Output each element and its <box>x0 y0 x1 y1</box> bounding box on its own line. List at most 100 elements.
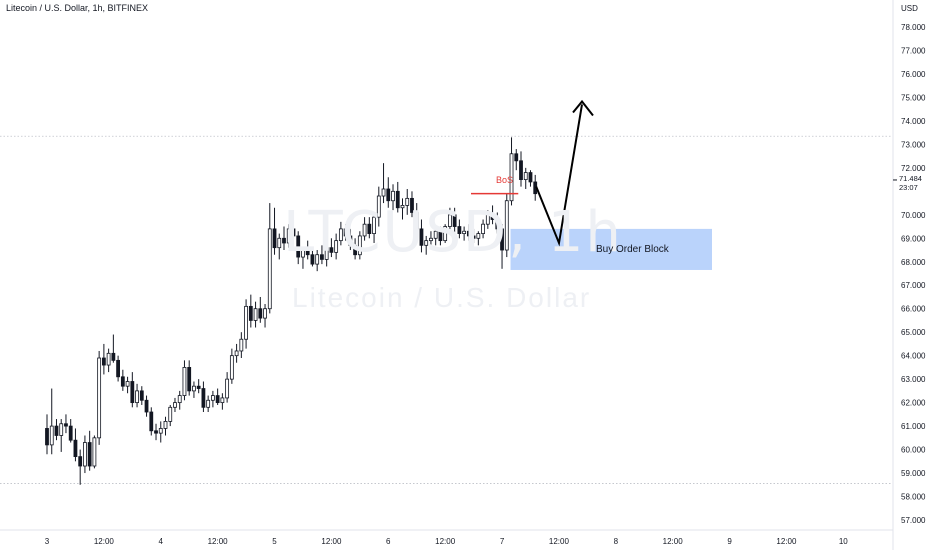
candle-body <box>514 153 519 162</box>
x-tick-label: 7 <box>500 537 505 546</box>
candle-body <box>139 390 144 401</box>
candle-body <box>301 249 305 258</box>
y-tick-label: 64.000 <box>901 352 926 361</box>
candle-body <box>391 190 395 202</box>
candle-body <box>78 456 83 467</box>
candle-body <box>452 214 457 227</box>
x-tick-label: 4 <box>159 537 164 546</box>
candle-body <box>130 381 135 404</box>
y-tick-label: 77.000 <box>901 46 926 55</box>
candle-body <box>324 247 329 260</box>
candlesticks <box>45 137 538 485</box>
order-block-label: Buy Order Block <box>596 244 669 255</box>
candle-body <box>267 228 272 310</box>
y-tick-label: 74.000 <box>901 117 926 126</box>
candle-body <box>334 240 339 253</box>
candle-body <box>457 226 462 234</box>
candle-body <box>462 230 467 234</box>
candle-body <box>386 188 391 202</box>
candle-body <box>125 381 130 387</box>
candle-body <box>357 235 362 256</box>
candle-body <box>376 195 381 218</box>
candle-body <box>490 214 495 220</box>
candle-body <box>509 153 514 202</box>
candle-body <box>120 376 125 387</box>
candle-body <box>348 235 353 246</box>
candle-body <box>353 244 358 256</box>
candle-body <box>64 423 68 427</box>
candle-body <box>135 390 139 404</box>
candle-body <box>485 214 490 225</box>
candle-body <box>424 240 429 246</box>
x-tick-label: 12:00 <box>435 537 456 546</box>
candle-body <box>481 223 485 234</box>
x-tick-label: 3 <box>45 537 50 546</box>
candle-body <box>310 254 315 265</box>
candle-body <box>149 411 154 432</box>
x-tick-label: 12:00 <box>549 537 570 546</box>
candle-body <box>49 425 54 446</box>
y-tick-label: 61.000 <box>901 422 926 431</box>
y-tick-label: 66.000 <box>901 305 926 314</box>
candle-body <box>476 233 481 239</box>
candle-body <box>338 228 343 242</box>
candle-body <box>443 226 448 242</box>
candle-body <box>187 367 192 392</box>
y-tick-label: 68.000 <box>901 258 926 267</box>
last-price-tag: 71.484 23:07 <box>899 174 922 192</box>
candle-body <box>244 305 248 340</box>
candle-body <box>92 437 97 467</box>
candle-body <box>192 385 196 392</box>
watermark-name: Litecoin / U.S. Dollar <box>292 282 592 313</box>
candle-body <box>201 388 206 408</box>
candle-body <box>196 385 201 389</box>
candle-body <box>173 402 177 408</box>
x-tick-label: 12:00 <box>208 537 229 546</box>
candle-body <box>320 254 324 260</box>
candle-body <box>229 355 234 380</box>
x-tick-label: 6 <box>386 537 391 546</box>
candle-body <box>97 357 102 439</box>
candle-body <box>305 249 310 256</box>
candle-body <box>239 338 244 352</box>
candle-body <box>504 200 509 251</box>
candle-body <box>381 188 386 197</box>
y-tick-label: 60.000 <box>901 446 926 455</box>
candle-body <box>68 425 73 441</box>
candle-body <box>253 308 258 321</box>
candle-body <box>447 214 452 227</box>
candle-body <box>45 428 49 446</box>
candle-body <box>177 395 182 404</box>
candle-body <box>206 399 211 408</box>
candle-body <box>116 359 120 378</box>
projection-arrow-path <box>535 104 583 247</box>
candle-body <box>405 197 410 206</box>
candle-body <box>248 305 253 321</box>
y-tick-label: 70.000 <box>901 211 926 220</box>
x-tick-label: 12:00 <box>94 537 115 546</box>
y-tick-label: 57.000 <box>901 516 926 525</box>
candle-body <box>329 247 334 253</box>
candle-body <box>291 228 296 237</box>
candle-body <box>277 237 282 249</box>
last-price-value: 71.484 <box>899 174 922 183</box>
drawings[interactable] <box>471 99 712 270</box>
candle-body <box>286 228 291 244</box>
x-tick-label: 5 <box>272 537 277 546</box>
candle-body <box>258 308 263 319</box>
chart-title: Litecoin / U.S. Dollar, 1h, BITFINEX <box>6 3 149 13</box>
y-tick-label: 65.000 <box>901 328 926 337</box>
candle-body <box>87 442 92 467</box>
candle-body <box>263 308 267 319</box>
candle-body <box>414 212 419 230</box>
candle-body <box>395 190 400 209</box>
candle-body <box>220 397 225 404</box>
candle-body <box>210 395 215 401</box>
candle-body <box>54 425 59 436</box>
candle-body <box>215 395 220 404</box>
order-block-zone <box>510 228 712 270</box>
candle-body <box>59 423 64 436</box>
candle-body <box>101 357 106 366</box>
candle-body <box>433 230 438 239</box>
